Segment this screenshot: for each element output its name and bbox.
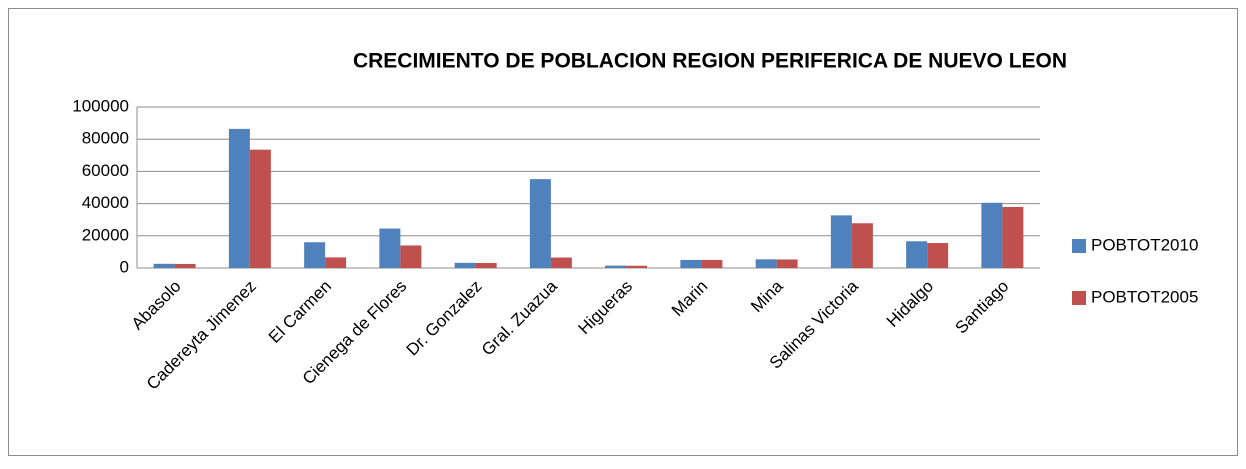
bar: [550, 257, 572, 268]
y-tick-label: 60000: [82, 161, 129, 180]
bar: [680, 259, 702, 268]
y-tick-label: 100000: [72, 96, 129, 115]
y-tick-label: 20000: [82, 225, 129, 244]
bar: [906, 241, 928, 268]
bar: [529, 179, 551, 268]
bar: [701, 259, 723, 268]
y-tick-label: 40000: [82, 193, 129, 212]
bar: [830, 215, 852, 268]
bar: [379, 228, 401, 268]
chart-title: CRECIMIENTO DE POBLACION REGION PERIFERI…: [353, 50, 1067, 73]
legend-label: POBTOT2010: [1091, 235, 1198, 254]
bar: [755, 259, 777, 268]
bar: [1002, 206, 1024, 268]
bar: [981, 202, 1003, 268]
bar: [475, 263, 497, 268]
y-tick-label: 80000: [82, 129, 129, 148]
bar: [454, 262, 476, 268]
bar: [605, 265, 627, 268]
bar: [325, 257, 347, 268]
bar: [626, 265, 648, 268]
bar: [927, 243, 949, 268]
bar: [304, 242, 326, 268]
bar: [851, 223, 873, 268]
bar: [153, 263, 175, 268]
bar: [249, 149, 271, 268]
legend-swatch: [1072, 239, 1086, 253]
y-tick-label: 0: [120, 257, 129, 276]
chart-border: [8, 8, 1238, 456]
bar: [776, 259, 798, 268]
legend-swatch: [1072, 291, 1086, 305]
bar: [400, 245, 422, 268]
bar: [174, 263, 196, 268]
legend-label: POBTOT2005: [1091, 287, 1198, 306]
bar: [228, 128, 250, 268]
